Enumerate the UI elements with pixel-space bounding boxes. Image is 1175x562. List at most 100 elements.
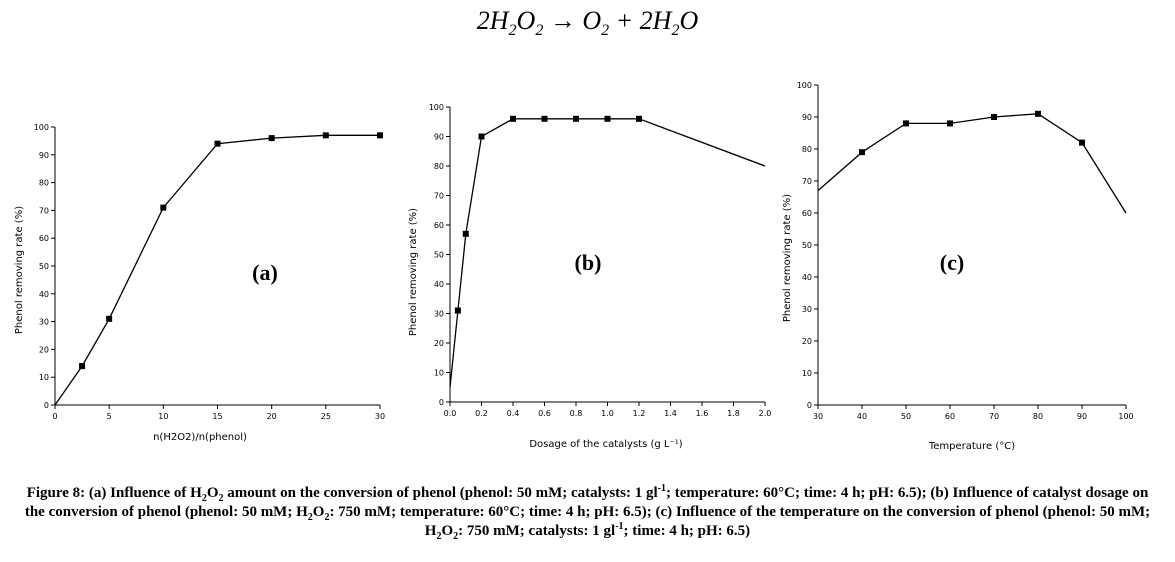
y-tick-label: 0 <box>807 401 812 410</box>
y-tick-label: 30 <box>39 318 49 327</box>
x-tick-label: 15 <box>212 412 222 421</box>
data-point <box>106 315 113 322</box>
caption-part: Figure 8: (a) Influence of H <box>26 485 202 501</box>
y-tick-label: 30 <box>434 310 444 319</box>
x-tick-label: 0.4 <box>507 409 520 418</box>
caption-sub: 2 <box>201 493 207 504</box>
x-tick-label: 50 <box>901 412 911 421</box>
y-tick-label: 10 <box>434 369 444 378</box>
y-tick-label: 40 <box>434 280 444 289</box>
data-point <box>454 307 461 314</box>
caption-sub: 2 <box>436 531 442 542</box>
x-tick-label: 1.2 <box>633 409 646 418</box>
y-tick-label: 70 <box>802 177 812 186</box>
panel-label: (b) <box>575 250 602 275</box>
caption-part: ; time: 4 h; pH: 6.5) <box>623 523 751 539</box>
eq-lhs-o-sub: 2 <box>535 22 544 40</box>
x-tick-label: 30 <box>375 412 385 421</box>
data-point <box>377 132 383 139</box>
figure-caption: Figure 8: (a) Influence of H2O2 amount o… <box>20 483 1155 542</box>
data-point <box>268 135 275 142</box>
data-point <box>573 115 579 122</box>
y-tick-label: 50 <box>434 251 444 260</box>
x-tick-label: 100 <box>1118 412 1133 421</box>
y-tick-label: 60 <box>802 209 812 218</box>
x-tick-label: 2.0 <box>759 409 772 418</box>
eq-rhs2-h: H <box>652 6 672 35</box>
data-point <box>462 230 469 237</box>
series-line <box>449 118 766 388</box>
x-tick-label: 20 <box>267 412 277 421</box>
x-tick-label: 10 <box>158 412 168 421</box>
y-tick-label: 60 <box>39 234 49 243</box>
eq-rhs1-sub: 2 <box>601 22 610 40</box>
x-tick-label: 70 <box>989 412 999 421</box>
x-tick-label: 0.0 <box>444 409 457 418</box>
data-point <box>991 114 997 120</box>
x-tick-label: 1.6 <box>696 409 709 418</box>
y-tick-label: 70 <box>39 206 49 215</box>
data-point <box>604 115 611 122</box>
data-point <box>903 120 909 127</box>
y-tick-label: 40 <box>39 290 49 299</box>
y-tick-label: 0 <box>439 398 444 407</box>
data-point <box>214 140 221 147</box>
y-tick-label: 20 <box>434 339 444 348</box>
data-point <box>859 149 865 156</box>
y-axis-label: Phenol removing rate (%) <box>782 194 793 322</box>
reaction-equation: 2H2O2 → O2 + 2H2O <box>0 6 1175 40</box>
panel-label: (c) <box>940 250 964 275</box>
caption-sub: 2 <box>453 531 459 542</box>
y-tick-label: 80 <box>802 145 812 154</box>
x-tick-label: 1.8 <box>727 409 740 418</box>
data-point <box>947 120 953 127</box>
x-tick-label: 1.4 <box>664 409 677 418</box>
series-line <box>817 113 1127 214</box>
x-tick-label: 40 <box>857 412 867 421</box>
data-point <box>541 115 548 122</box>
caption-part: : 750 mM; temperature: 60°C; time: 4 h; … <box>329 504 1151 539</box>
y-axis-label: Phenol removing rate (%) <box>14 206 25 334</box>
caption-part: amount on the conversion of phenol (phen… <box>223 485 658 501</box>
y-tick-label: 20 <box>39 345 49 354</box>
x-tick-label: 60 <box>945 412 955 421</box>
data-point <box>160 204 167 211</box>
caption-sub: 2 <box>307 512 313 523</box>
caption-part: : 750 mM; catalysts: 1 gl <box>458 523 616 539</box>
y-tick-label: 100 <box>797 81 812 90</box>
data-point <box>478 133 485 140</box>
y-tick-label: 40 <box>802 273 812 282</box>
caption-sup: -1 <box>657 483 666 494</box>
x-tick-label: 5 <box>107 412 112 421</box>
y-tick-label: 90 <box>434 133 444 142</box>
caption-sub: 2 <box>218 493 224 504</box>
x-axis-label: Temperature (°C) <box>928 441 1015 452</box>
y-tick-label: 10 <box>802 369 812 378</box>
x-tick-label: 0 <box>52 412 57 421</box>
eq-rhs2-o: O <box>679 6 699 35</box>
eq-rhs2-h-sub: 2 <box>671 22 680 40</box>
eq-rhs2-coef: 2 <box>639 6 653 35</box>
caption-sup: -1 <box>615 521 624 532</box>
y-tick-label: 50 <box>802 241 812 250</box>
data-point <box>1079 139 1085 146</box>
y-tick-label: 50 <box>39 262 49 271</box>
data-point <box>79 363 86 370</box>
x-tick-label: 30 <box>813 412 823 421</box>
series-line <box>54 134 380 406</box>
eq-plus: + <box>615 6 634 35</box>
caption-part: O <box>441 523 454 539</box>
y-tick-label: 70 <box>434 192 444 201</box>
eq-arrow: → <box>549 6 576 35</box>
y-tick-label: 100 <box>34 123 49 132</box>
y-tick-label: 90 <box>39 151 49 160</box>
data-point <box>510 115 516 122</box>
x-tick-label: 1.0 <box>601 409 614 418</box>
caption-part: O <box>206 485 219 501</box>
eq-lhs-h: H <box>489 6 509 35</box>
eq-lhs-o: O <box>516 6 536 35</box>
caption-part: ; temperature: 60°C; time: 4 h; pH: 6.5)… <box>24 485 1149 520</box>
x-tick-label: 0.2 <box>475 409 488 418</box>
y-axis-label: Phenol removing rate (%) <box>408 208 419 336</box>
panel-label: (a) <box>252 260 278 285</box>
